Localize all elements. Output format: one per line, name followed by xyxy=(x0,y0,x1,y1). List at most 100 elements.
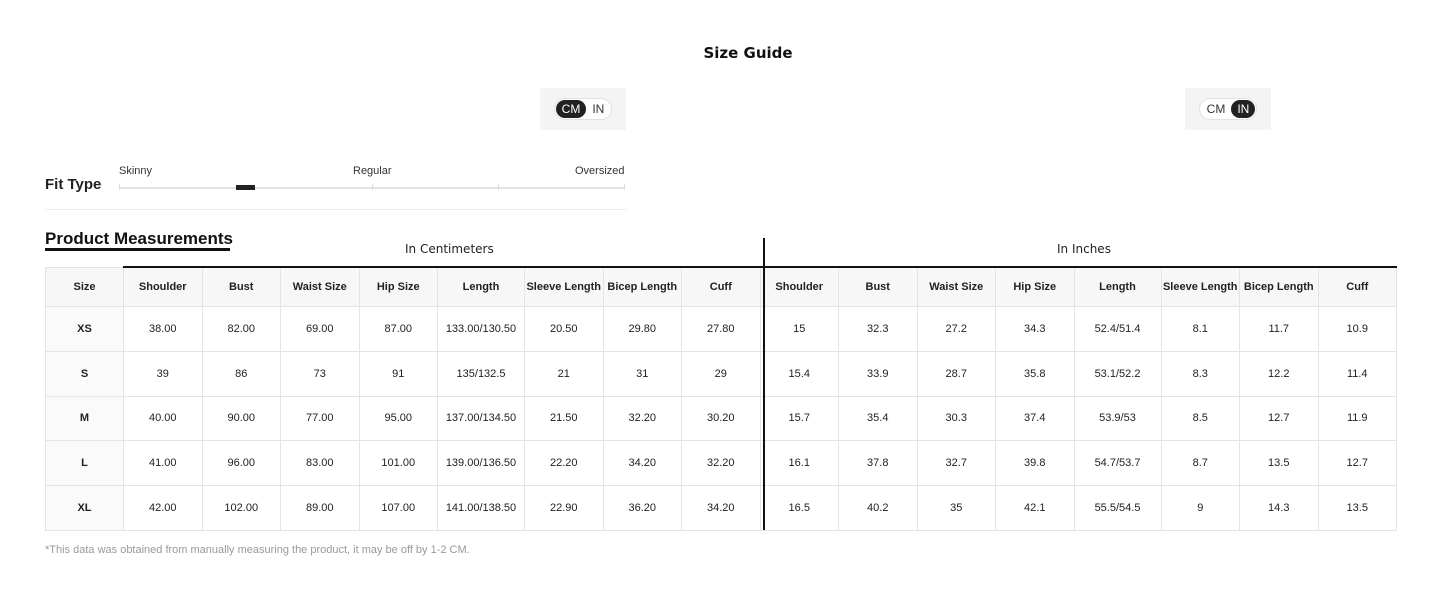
measurement-cell: 82.00 xyxy=(201,306,281,352)
column-header: Bust xyxy=(838,267,918,307)
column-header: Sleeve Length xyxy=(524,267,604,307)
section-title-underline xyxy=(45,248,230,251)
measurement-cell: 8.5 xyxy=(1160,395,1240,442)
measurement-cell: 16.1 xyxy=(759,440,839,487)
measurement-cell: 15.4 xyxy=(759,350,839,397)
measurement-cell: 38.00 xyxy=(123,306,203,352)
header-row: Size Shoulder Bust Waist Size Hip Size Length… xyxy=(45,267,1397,307)
column-header: Bicep Length xyxy=(602,267,682,307)
measurement-cell: 133.00/130.50 xyxy=(437,306,525,352)
measurement-cell: 36.20 xyxy=(602,485,682,531)
measurement-cell: 28.7 xyxy=(916,350,996,397)
unit-cm-button[interactable]: CM xyxy=(1206,102,1226,116)
unit-cm-button[interactable]: CM xyxy=(555,100,587,118)
size-cell: M xyxy=(45,395,124,442)
measurement-cell: 34.20 xyxy=(602,440,682,487)
measurement-cell: 12.7 xyxy=(1239,395,1319,442)
unit-toggle-left: CM IN xyxy=(540,88,626,130)
measurement-cell: 8.7 xyxy=(1160,440,1240,487)
measurement-cell: 32.20 xyxy=(681,440,761,487)
column-header: Waist Size xyxy=(280,267,360,307)
measurement-cell: 20.50 xyxy=(524,306,604,352)
column-header: Bicep Length xyxy=(1239,267,1319,307)
measurement-cell: 16.5 xyxy=(759,485,839,531)
measurement-cell: 55.5/54.5 xyxy=(1073,485,1162,531)
column-header: Sleeve Length xyxy=(1160,267,1240,307)
measurement-cell: 13.5 xyxy=(1239,440,1319,487)
measurement-cell: 102.00 xyxy=(201,485,281,531)
table-top-border xyxy=(123,266,1397,268)
measurement-cell: 15.7 xyxy=(759,395,839,442)
column-header: Waist Size xyxy=(916,267,996,307)
measurement-cell: 13.5 xyxy=(1317,485,1397,531)
column-header: Bust xyxy=(201,267,281,307)
table-row: XL 42.00 102.00 89.00 107.00 141.00/138.50 22.… xyxy=(45,485,1397,531)
measurement-cell: 90.00 xyxy=(201,395,281,442)
measurement-cell: 11.9 xyxy=(1317,395,1397,442)
measurement-cell: 22.90 xyxy=(524,485,604,531)
column-header: Cuff xyxy=(681,267,761,307)
group-label-in: In Inches xyxy=(1057,242,1111,256)
measurement-cell: 12.2 xyxy=(1239,350,1319,397)
measurement-cell: 69.00 xyxy=(280,306,360,352)
footnote: *This data was obtained from manually me… xyxy=(45,544,470,556)
measurement-cell: 27.80 xyxy=(681,306,761,352)
unit-in-button[interactable]: IN xyxy=(1231,100,1256,118)
measurement-cell: 53.1/52.2 xyxy=(1073,350,1162,397)
unit-divider-line xyxy=(763,238,765,530)
size-cell: XS xyxy=(45,306,124,352)
measurement-cell: 10.9 xyxy=(1317,306,1397,352)
fit-regular-label: Regular xyxy=(353,165,392,177)
measurement-cell: 21.50 xyxy=(524,395,604,442)
group-label-cm: In Centimeters xyxy=(405,242,494,256)
measurement-cell: 29 xyxy=(681,350,761,397)
section-title: Product Measurements xyxy=(45,229,233,248)
size-cell: XL xyxy=(45,485,124,531)
column-header: Hip Size xyxy=(995,267,1075,307)
measurement-cell: 9 xyxy=(1160,485,1240,531)
fit-type-label: Fit Type xyxy=(45,176,102,193)
measurement-cell: 14.3 xyxy=(1239,485,1319,531)
column-header: Cuff xyxy=(1317,267,1397,307)
measurement-cell: 35.8 xyxy=(995,350,1075,397)
column-header: Shoulder xyxy=(759,267,839,307)
table-row: S 39 86 73 91 135/132.5 21 31 29 15.4 33.9 28.7 35.8… xyxy=(45,350,1397,397)
table-row: M 40.00 90.00 77.00 95.00 137.00/134.50 21.50 3… xyxy=(45,395,1397,442)
fit-tick xyxy=(624,184,625,190)
measurement-cell: 41.00 xyxy=(123,440,203,487)
fit-marker xyxy=(236,185,256,190)
size-cell: L xyxy=(45,440,124,487)
column-header: Length xyxy=(1073,267,1162,307)
measurement-cell: 32.20 xyxy=(602,395,682,442)
column-header: Shoulder xyxy=(123,267,203,307)
measurement-cell: 32.7 xyxy=(916,440,996,487)
measurement-cell: 96.00 xyxy=(201,440,281,487)
measurement-cell: 29.80 xyxy=(602,306,682,352)
measurement-cell: 35 xyxy=(916,485,996,531)
table-row: XS 38.00 82.00 69.00 87.00 133.00/130.50 20.50… xyxy=(45,306,1397,352)
measurement-cell: 141.00/138.50 xyxy=(437,485,525,531)
measurement-cell: 101.00 xyxy=(358,440,438,487)
unit-toggle-right: CM IN xyxy=(1185,88,1271,130)
column-header: Size xyxy=(45,267,124,307)
measurement-cell: 40.00 xyxy=(123,395,203,442)
measurement-cell: 11.7 xyxy=(1239,306,1319,352)
unit-in-button[interactable]: IN xyxy=(592,102,605,116)
measurement-cell: 22.20 xyxy=(524,440,604,487)
measurement-cell: 34.20 xyxy=(681,485,761,531)
measurement-cell: 52.4/51.4 xyxy=(1073,306,1162,352)
measurement-cell: 37.8 xyxy=(838,440,918,487)
measurement-cell: 34.3 xyxy=(995,306,1075,352)
measurement-cell: 8.1 xyxy=(1160,306,1240,352)
measurement-cell: 139.00/136.50 xyxy=(437,440,525,487)
measurement-cell: 30.20 xyxy=(681,395,761,442)
measurement-cell: 32.3 xyxy=(838,306,918,352)
measurement-cell: 53.9/53 xyxy=(1073,395,1162,442)
measurement-cell: 35.4 xyxy=(838,395,918,442)
measurement-cell: 42.00 xyxy=(123,485,203,531)
measurement-cell: 83.00 xyxy=(280,440,360,487)
measurement-cell: 95.00 xyxy=(358,395,438,442)
measurement-cell: 12.7 xyxy=(1317,440,1397,487)
measurement-cell: 137.00/134.50 xyxy=(437,395,525,442)
measurement-cell: 39.8 xyxy=(995,440,1075,487)
